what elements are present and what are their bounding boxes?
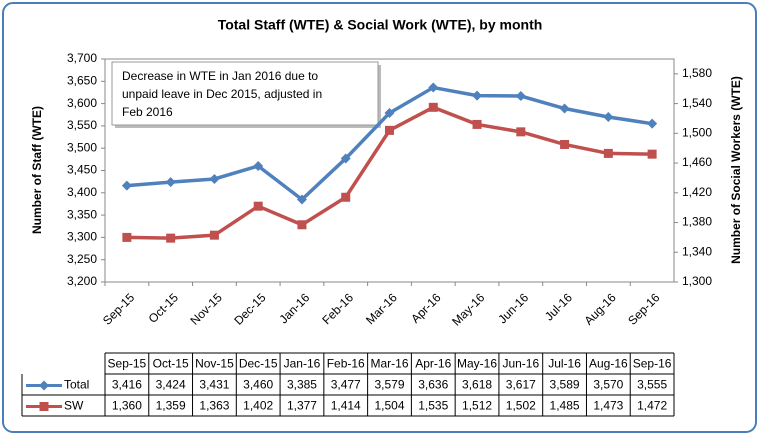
y-tick-label: 3,450 [67,163,97,177]
y-tick-label: 3,400 [67,185,97,199]
table-header: Jun-16 [502,357,539,371]
table-header: Jul-16 [548,357,581,371]
table-header: May-16 [457,357,497,371]
legend-label: SW [64,399,84,413]
table-cell: 3,424 [156,378,186,392]
table-cell: 3,618 [462,378,492,392]
y-tick-label: 3,200 [67,274,97,288]
marker [385,125,394,135]
marker [560,139,570,149]
annotation-line: Decrease in WTE in Jan 2016 due to [122,69,318,83]
marker [209,173,220,184]
marker [472,119,482,129]
marker [39,380,49,391]
marker [472,90,483,101]
marker [166,233,176,243]
marker [515,91,526,102]
marker [121,180,132,191]
table-cell: 3,416 [112,378,142,392]
table-cell: 3,555 [637,378,667,392]
table-header: Mar-16 [370,357,408,371]
table-cell: 3,579 [374,378,404,392]
marker [516,127,526,137]
y-tick-label: 3,350 [67,207,97,221]
marker [297,220,307,230]
marker [209,230,219,240]
y-tick-label: 3,500 [67,140,97,154]
table-cell: 3,460 [243,378,273,392]
marker [341,192,351,202]
annotation-line: Feb 2016 [122,105,173,119]
marker [428,82,439,93]
table-cell: 3,431 [199,378,229,392]
table-header: Oct-15 [153,357,189,371]
table-cell: 1,402 [243,399,273,413]
marker [603,148,613,158]
table-cell: 3,570 [593,378,623,392]
y-tick-label: 3,250 [67,252,97,266]
table-cell: 3,477 [331,378,361,392]
y2-axis-title: Number of Social Workers (WTE) [729,76,743,264]
y2-tick-label: 1,420 [682,185,712,199]
marker [384,107,395,118]
marker [340,153,351,164]
annotation-line: unpaid leave in Dec 2015, adjusted in [122,87,322,101]
table-cell: 1,504 [374,399,404,413]
table-cell: 3,589 [550,378,580,392]
table-header: Aug-16 [589,357,628,371]
table-header: Sep-16 [633,357,672,371]
table-cell: 1,359 [156,399,186,413]
marker [647,149,657,159]
y2-tick-label: 1,460 [682,155,712,169]
table-cell: 1,535 [418,399,448,413]
marker [253,161,264,172]
table-header: Apr-16 [415,357,451,371]
y2-tick-label: 1,300 [682,274,712,288]
marker [253,201,263,211]
table-cell: 1,485 [550,399,580,413]
marker [39,402,49,411]
table-cell: 1,377 [287,399,317,413]
legend-label: Total [64,378,89,392]
marker [122,232,132,242]
y-tick-label: 3,600 [67,96,97,110]
chart-title: Total Staff (WTE) & Social Work (WTE), b… [218,17,543,33]
table-cell: 1,360 [112,399,142,413]
table-header: Feb-16 [327,357,365,371]
table-cell: 3,617 [506,378,536,392]
marker [647,118,658,129]
table-header: Nov-15 [195,357,234,371]
marker [296,194,307,205]
y-tick-label: 3,550 [67,118,97,132]
y2-tick-label: 1,580 [682,66,712,80]
y2-tick-label: 1,340 [682,244,712,258]
table-cell: 3,636 [418,378,448,392]
marker [559,103,570,114]
table-cell: 1,502 [506,399,536,413]
marker [428,102,438,112]
table-cell: 1,512 [462,399,492,413]
y2-tick-label: 1,380 [682,215,712,229]
y-tick-label: 3,300 [67,230,97,244]
table-header: Dec-15 [239,357,278,371]
y2-tick-label: 1,540 [682,96,712,110]
table-header: Sep-15 [108,357,147,371]
y-tick-label: 3,650 [67,73,97,87]
annotation-box [111,61,379,126]
table-cell: 1,363 [199,399,229,413]
y-tick-label: 3,700 [67,51,97,65]
table-cell: 3,385 [287,378,317,392]
y2-tick-label: 1,500 [682,126,712,140]
table-cell: 1,414 [331,399,361,413]
marker [165,177,176,188]
marker [603,111,614,122]
y-axis-title: Number of Staff (WTE) [30,106,44,234]
table-cell: 1,473 [593,399,623,413]
table-header: Jan-16 [284,357,321,371]
table-cell: 1,472 [637,399,667,413]
